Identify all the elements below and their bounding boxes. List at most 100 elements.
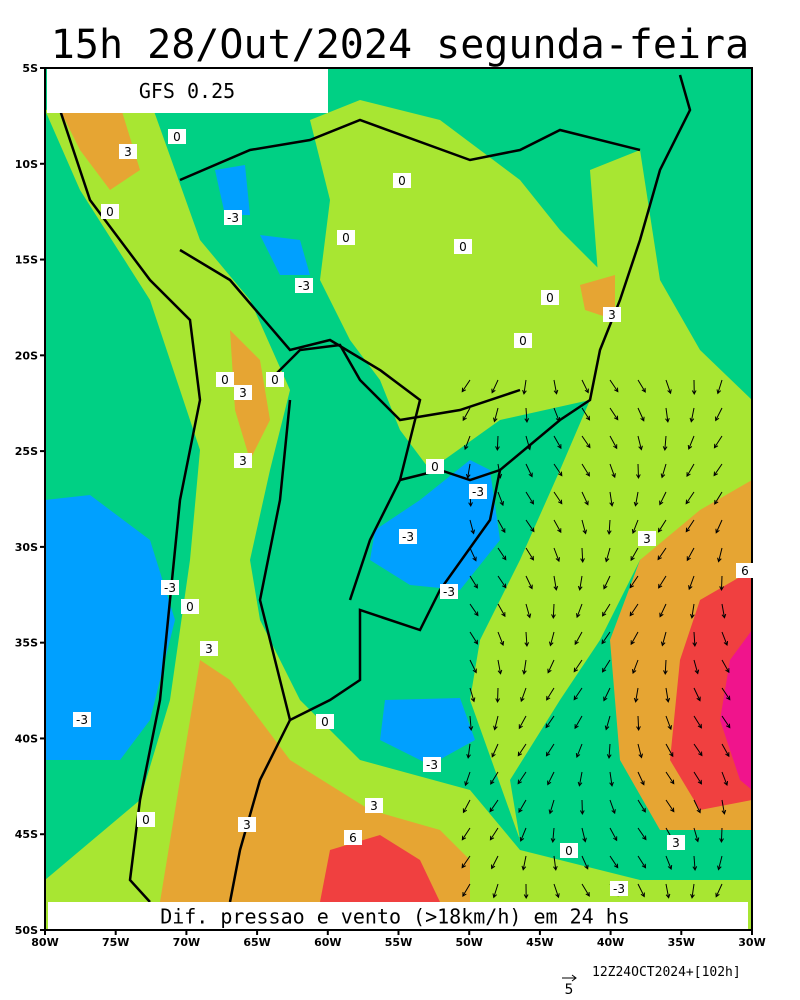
wind-arrow	[693, 827, 700, 843]
field-magenta	[720, 630, 752, 790]
wind-arrow	[497, 575, 507, 589]
map-fields	[45, 68, 752, 930]
wind-arrow	[660, 463, 667, 479]
borders	[58, 74, 692, 903]
wind-arrow	[497, 547, 507, 561]
wind-arrow	[489, 827, 499, 841]
wind-arrow	[462, 799, 471, 814]
wind-arrow	[461, 379, 471, 393]
wind-arrow	[491, 743, 499, 758]
wind-arrow	[522, 659, 527, 675]
contour-label-bg	[610, 881, 628, 896]
wind-arrow	[490, 771, 499, 785]
contour-label: -3	[76, 713, 88, 727]
wind-arrow	[574, 715, 583, 730]
wind-arrow	[633, 491, 639, 507]
wind-arrow	[606, 519, 612, 536]
contour-label: -3	[472, 485, 484, 499]
wind-arrow	[469, 519, 476, 535]
wind-arrow	[553, 379, 559, 395]
contour-label-bg	[266, 372, 284, 387]
wind-arrow	[548, 799, 555, 815]
wind-arrow	[497, 463, 503, 479]
wind-arrow	[518, 715, 527, 730]
contour-label: -3	[227, 211, 239, 225]
wind-arrow	[581, 855, 589, 870]
wind-arrow	[545, 715, 555, 729]
contour-label: 0	[142, 813, 150, 827]
contour-label-bg	[454, 239, 472, 254]
wind-arrow	[492, 883, 499, 899]
contour-label: 0	[565, 844, 573, 858]
wind-arrow	[601, 631, 611, 645]
wind-arrow	[495, 687, 501, 704]
contour-label-bg	[393, 173, 411, 188]
wind-arrow	[609, 491, 614, 507]
wind-arrow	[637, 379, 646, 393]
wind-arrow	[721, 715, 731, 729]
wind-arrow	[665, 379, 672, 395]
wind-arrow	[580, 547, 585, 564]
wind-arrow	[665, 855, 673, 870]
lon-label: 40W	[597, 936, 624, 949]
field-orange	[60, 105, 140, 190]
lon-label: 50W	[455, 936, 482, 949]
contour-label: 0	[519, 334, 527, 348]
wind-arrow	[657, 547, 667, 561]
wind-arrow	[637, 827, 647, 841]
wind-arrow	[690, 603, 695, 619]
wind-arrow	[464, 435, 471, 451]
lon-label: 35W	[668, 936, 695, 949]
wind-arrow	[525, 603, 532, 619]
arrow-scale: 5	[565, 982, 574, 998]
wind-arrow	[553, 855, 558, 871]
wind-arrow	[493, 715, 499, 731]
wind-arrow	[546, 687, 555, 701]
wind-arrow	[609, 379, 619, 393]
contour-label: 0	[459, 240, 467, 254]
wind-arrow	[665, 687, 671, 703]
wind-arrow	[716, 379, 723, 395]
wind-arrow	[693, 715, 702, 729]
wind-arrow	[521, 855, 527, 871]
contour-label-bg	[137, 812, 155, 827]
wind-arrow	[609, 463, 616, 479]
wind-arrow	[520, 687, 527, 703]
border	[179, 248, 422, 601]
wind-arrow	[637, 799, 646, 813]
wind-arrow	[524, 631, 530, 648]
wind-arrow	[553, 491, 563, 505]
wind-arrow	[660, 631, 667, 647]
wind-arrow	[693, 659, 700, 675]
wind-arrow	[553, 519, 562, 534]
wind-arrow	[659, 603, 667, 618]
wind-arrow	[497, 519, 506, 534]
contour-label-bg	[440, 584, 458, 599]
caption-box	[48, 902, 748, 930]
wind-arrow	[630, 631, 639, 646]
wind-arrow	[714, 491, 723, 505]
contour-label-bg	[560, 843, 578, 858]
wind-arrow	[497, 603, 506, 618]
wind-arrow	[525, 491, 535, 505]
wind-arrow	[609, 771, 614, 787]
lat-label: 25S	[15, 445, 38, 458]
title: 15h 28/Out/2024 segunda-feira	[51, 22, 749, 68]
wind-arrow	[602, 603, 611, 617]
contour-label: 3	[205, 642, 213, 656]
lon-label: 65W	[243, 936, 270, 949]
wind-arrow	[692, 855, 698, 872]
wind-arrow	[657, 519, 667, 533]
coastline	[228, 719, 292, 903]
contour-label: 0	[342, 231, 350, 245]
contour-label: 3	[672, 836, 680, 850]
wind-arrow	[604, 547, 611, 563]
wind-arrow	[713, 463, 723, 477]
contour-label-bg	[344, 830, 362, 845]
wind-arrow	[464, 771, 471, 787]
wind-arrow	[715, 407, 723, 422]
wind-arrow	[693, 743, 703, 757]
wind-arrow	[575, 743, 583, 758]
wind-arrow	[606, 743, 612, 760]
